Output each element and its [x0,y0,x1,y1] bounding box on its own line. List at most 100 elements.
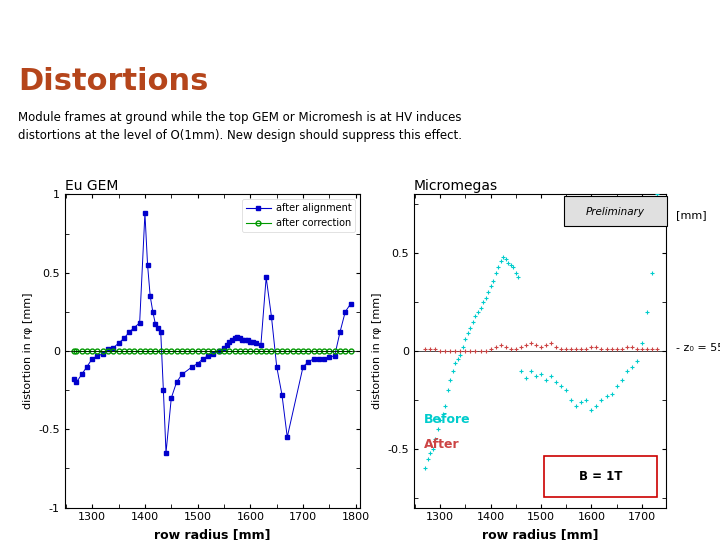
After [565,345,577,353]
After [449,347,461,355]
Before [611,382,622,390]
Line: after correction: after correction [71,348,353,354]
after correction [256,348,265,354]
After [434,347,446,355]
After [585,343,597,352]
Before [621,366,632,375]
Before [545,372,557,381]
Text: Paul Colas - A TPC for ILC - INSTR17: Paul Colas - A TPC for ILC - INSTR17 [255,14,465,26]
Legend: after alignment, after correction: after alignment, after correction [243,199,355,232]
Before [434,415,446,424]
after correction [172,348,181,354]
After [535,343,546,352]
Line: after alignment: after alignment [72,212,352,455]
after correction [235,348,244,354]
After [525,339,536,348]
Text: [mm]: [mm] [676,210,707,220]
Before [585,406,597,414]
After [540,341,552,349]
Y-axis label: distortion in rφ [mm]: distortion in rφ [mm] [372,293,382,409]
Before [462,329,474,338]
Before [520,374,531,383]
Before [565,396,577,404]
After [439,347,451,355]
After [626,343,637,352]
Text: Module frames at ground while the top GEM or Micromesh is at HV induces
distorti: Module frames at ground while the top GE… [18,111,462,141]
After [444,347,456,355]
Before [636,339,647,348]
After [580,345,592,353]
Text: 28/02/2017: 28/02/2017 [13,14,81,26]
after correction [346,348,355,354]
Text: B = 1T: B = 1T [579,470,622,483]
Before [515,366,526,375]
Before [570,402,582,410]
After [606,345,617,353]
after correction [69,348,78,354]
Before [560,386,572,394]
Before [600,392,612,400]
After [490,343,501,352]
Text: Before: Before [424,414,471,427]
Before [487,276,499,285]
Before [641,307,652,316]
After [505,345,516,353]
Before [477,298,489,306]
Before [490,268,501,277]
Text: Micromegas: Micromegas [414,179,498,193]
Before [595,396,607,404]
After [474,347,486,355]
Before [439,402,451,410]
After [424,345,436,353]
After [636,345,647,353]
X-axis label: row radius [mm]: row radius [mm] [482,528,598,540]
After [611,345,622,353]
Before [626,362,637,371]
Before [508,262,519,271]
Before [510,268,521,277]
Text: Distortions: Distortions [18,68,208,97]
Before [480,294,491,302]
after correction [114,348,123,354]
Before [495,256,506,265]
Before [485,282,496,291]
After [419,345,431,353]
Before [535,370,546,379]
Before [606,390,617,399]
after alignment [346,301,355,307]
Before [530,372,541,381]
Before [437,409,449,418]
Before [503,259,514,267]
Before [616,376,627,384]
after alignment [140,210,149,217]
Before [498,253,509,261]
After [485,345,496,353]
Before [631,356,642,365]
After [646,345,657,353]
after alignment [315,356,323,362]
after correction [230,348,239,354]
After [555,345,567,353]
after alignment [235,335,244,342]
After [459,347,471,355]
Before [432,425,444,434]
Text: Eu GEM: Eu GEM [65,179,118,193]
after alignment [130,324,139,330]
Before [452,355,464,363]
after correction [220,348,228,354]
Before [505,260,516,269]
after alignment [69,376,78,382]
FancyBboxPatch shape [564,196,667,226]
After [480,347,491,355]
Before [590,402,602,410]
After [590,343,602,352]
Text: Preliminary: Preliminary [586,207,645,217]
Before [449,359,461,367]
Before [454,350,466,359]
Before [492,262,504,271]
Before [424,448,436,457]
Before [555,382,567,390]
Before [525,366,536,375]
Before [457,343,469,352]
Before [419,464,431,473]
